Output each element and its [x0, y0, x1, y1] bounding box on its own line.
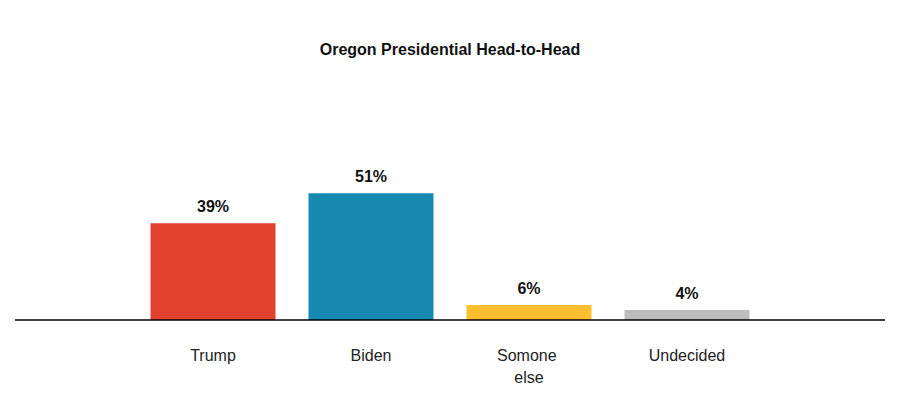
svg-text:Undecided: Undecided [649, 347, 726, 364]
svg-text:Biden: Biden [351, 347, 392, 364]
svg-text:Somone: Somone [497, 347, 561, 364]
svg-text:6%: 6% [517, 280, 540, 297]
svg-text:51%: 51% [355, 168, 387, 185]
svg-text:else: else [514, 369, 543, 386]
svg-text:Trump: Trump [190, 347, 236, 364]
svg-text:4%: 4% [675, 285, 698, 302]
svg-text:39%: 39% [197, 198, 229, 215]
svg-text:Oregon Presidential Head-to-He: Oregon Presidential Head-to-Head [320, 41, 581, 58]
